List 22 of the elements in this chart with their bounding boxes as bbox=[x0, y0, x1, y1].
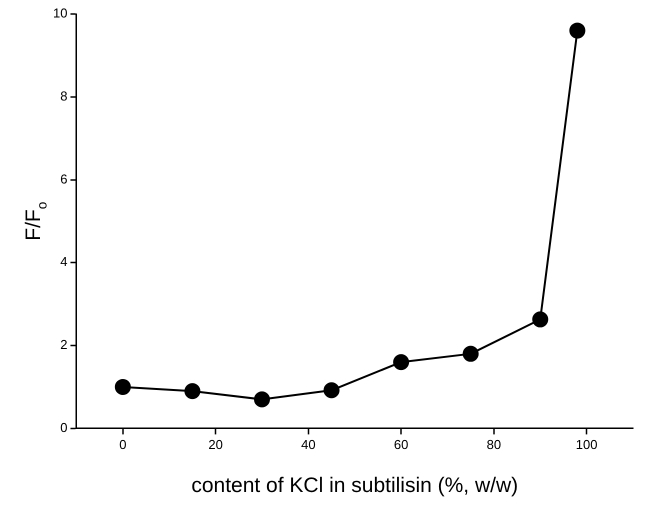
x-tick-label: 80 bbox=[486, 436, 502, 452]
point bbox=[184, 383, 200, 400]
point bbox=[393, 354, 410, 370]
point bbox=[114, 378, 131, 395]
point bbox=[254, 391, 270, 408]
x-tick-label: 40 bbox=[301, 436, 316, 452]
x-tick-label: 100 bbox=[576, 436, 598, 452]
point bbox=[324, 382, 340, 398]
y-tick-label: 0 bbox=[60, 420, 68, 435]
point bbox=[462, 346, 479, 362]
point bbox=[532, 311, 548, 328]
y-axis-title: F/Fo bbox=[22, 201, 50, 241]
x-tick-label: 60 bbox=[394, 436, 408, 452]
y-tick-label: 2 bbox=[60, 337, 68, 352]
point bbox=[569, 22, 586, 39]
y-tick-label: 4 bbox=[60, 254, 68, 270]
x-tick-label: 0 bbox=[119, 436, 126, 452]
x-axis-title: content of KCl in subtilisin (%, w/w) bbox=[191, 474, 518, 497]
y-tick-label: 6 bbox=[60, 171, 68, 186]
x-tick-label: 20 bbox=[208, 436, 223, 452]
y-tick-label: 10 bbox=[52, 6, 68, 21]
y-tick-label: 8 bbox=[60, 88, 68, 104]
